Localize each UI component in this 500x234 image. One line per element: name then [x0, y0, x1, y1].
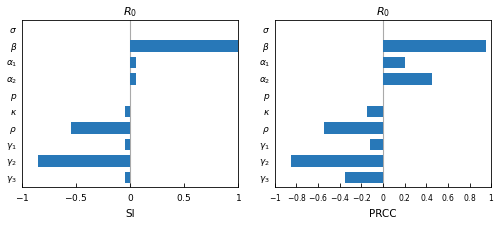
Bar: [383, 73, 432, 84]
Bar: [345, 172, 383, 183]
Bar: [38, 155, 130, 167]
Bar: [383, 57, 405, 68]
Bar: [370, 139, 383, 150]
Title: $R_0$: $R_0$: [376, 6, 390, 19]
X-axis label: SI: SI: [126, 209, 135, 219]
Bar: [291, 155, 383, 167]
Bar: [130, 40, 238, 52]
Bar: [383, 40, 486, 52]
Bar: [130, 57, 136, 68]
Bar: [70, 122, 130, 134]
Title: $R_0$: $R_0$: [123, 6, 137, 19]
Bar: [130, 73, 136, 84]
Bar: [124, 139, 130, 150]
Bar: [124, 172, 130, 183]
X-axis label: PRCC: PRCC: [370, 209, 397, 219]
Bar: [367, 106, 383, 117]
Bar: [124, 106, 130, 117]
Bar: [324, 122, 383, 134]
